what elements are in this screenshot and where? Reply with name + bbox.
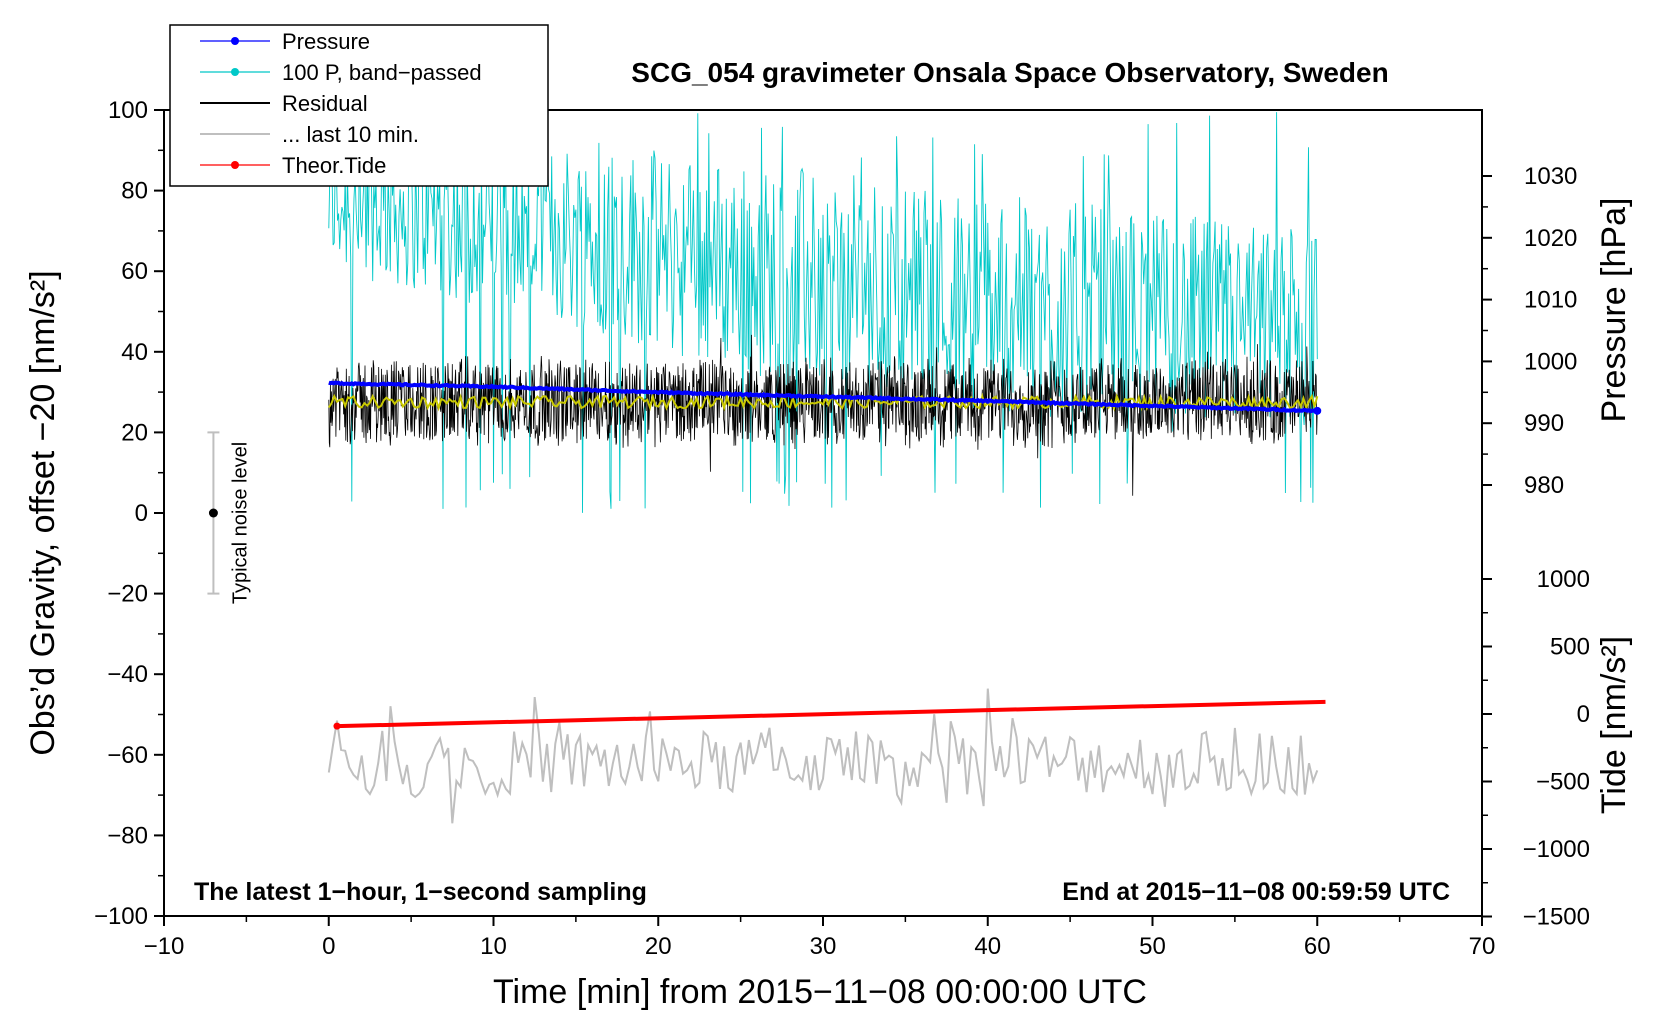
- pressure-tick-label: 1010: [1524, 287, 1577, 314]
- x-tick-label: −10: [144, 933, 185, 960]
- y-axis-title-left: Obs’d Gravity, offset −20 [nm/s²]: [24, 270, 62, 755]
- x-tick-label: 20: [645, 933, 672, 960]
- noise-bar-center-dot: [208, 508, 218, 518]
- axes-layer: −10 0 10 20 30 40 50 60 70−100−80−60−40−20020406…: [94, 97, 1590, 960]
- y-tick-label: 20: [121, 419, 148, 446]
- annotation-right: End at 2015−11−08 00:59:59 UTC: [1062, 878, 1450, 906]
- x-tick-label: 50: [1139, 933, 1166, 960]
- series-band-passed-line: [328, 111, 1318, 513]
- data-series-layer: [327, 111, 1326, 824]
- y-tick-label: 60: [121, 258, 148, 285]
- y-tick-label: −40: [107, 661, 148, 688]
- series-tide-line: [336, 699, 1326, 729]
- y-tick-label: 0: [135, 500, 148, 527]
- x-tick-label: 70: [1469, 933, 1496, 960]
- x-tick-label: 0: [322, 933, 335, 960]
- y-tick-label: 40: [121, 339, 148, 366]
- x-tick-label: 30: [810, 933, 837, 960]
- legend-label: ... last 10 min.: [282, 122, 419, 147]
- y-tick-label: −100: [94, 903, 148, 930]
- y-axis-title-pressure: Pressure [hPa]: [1595, 198, 1633, 423]
- legend-label: Residual: [282, 91, 368, 116]
- chart-title: SCG_054 gravimeter Onsala Space Observat…: [631, 57, 1388, 88]
- series-last-10-min-line: [327, 688, 1319, 824]
- y-tick-label: −60: [107, 742, 148, 769]
- tide-tick-label: 0: [1577, 701, 1590, 728]
- legend-box: [169, 24, 549, 187]
- pressure-tick-label: 1000: [1524, 348, 1577, 375]
- annotation-left: The latest 1−hour, 1−second sampling: [194, 878, 647, 906]
- pressure-tick-label: 980: [1524, 472, 1564, 499]
- legend-marker: [231, 68, 239, 76]
- x-tick-label: 40: [974, 933, 1001, 960]
- x-tick-label: 10: [480, 933, 507, 960]
- y-tick-label: −20: [107, 581, 148, 608]
- tide-tick-label: 500: [1550, 634, 1590, 661]
- y-axis-title-tide: Tide [nm/s²]: [1595, 636, 1633, 814]
- legend-label: Pressure: [282, 29, 370, 54]
- pressure-tick-label: 1030: [1524, 163, 1577, 190]
- x-axis-title: Time [min] from 2015−11−08 00:00:00 UTC: [493, 973, 1147, 1011]
- legend-label: 100 P, band−passed: [282, 60, 482, 85]
- legend-marker: [231, 161, 239, 169]
- noise-level-indicator: Typical noise level: [207, 431, 251, 604]
- legend: Pressure 100 P, band−passed Residual ... la…: [169, 24, 549, 187]
- legend-marker: [231, 37, 239, 45]
- noise-bar-label: Typical noise level: [229, 442, 251, 604]
- y-tick-label: 100: [108, 97, 148, 124]
- x-tick-label: 60: [1304, 933, 1331, 960]
- tide-tick-label: 1000: [1537, 566, 1590, 593]
- y-tick-label: −80: [107, 822, 148, 849]
- tide-tick-label: −1500: [1523, 904, 1590, 931]
- tide-tick-label: −500: [1536, 769, 1590, 796]
- tide-start-marker: [333, 722, 341, 730]
- pressure-end-marker: [1313, 406, 1322, 415]
- legend-label: Theor.Tide: [282, 153, 386, 178]
- tide-tick-label: −1000: [1523, 836, 1590, 863]
- pressure-tick-label: 1020: [1524, 225, 1577, 252]
- series-pressure-line: [328, 380, 1319, 414]
- y-tick-label: 80: [121, 178, 148, 205]
- pressure-tick-label: 990: [1524, 410, 1564, 437]
